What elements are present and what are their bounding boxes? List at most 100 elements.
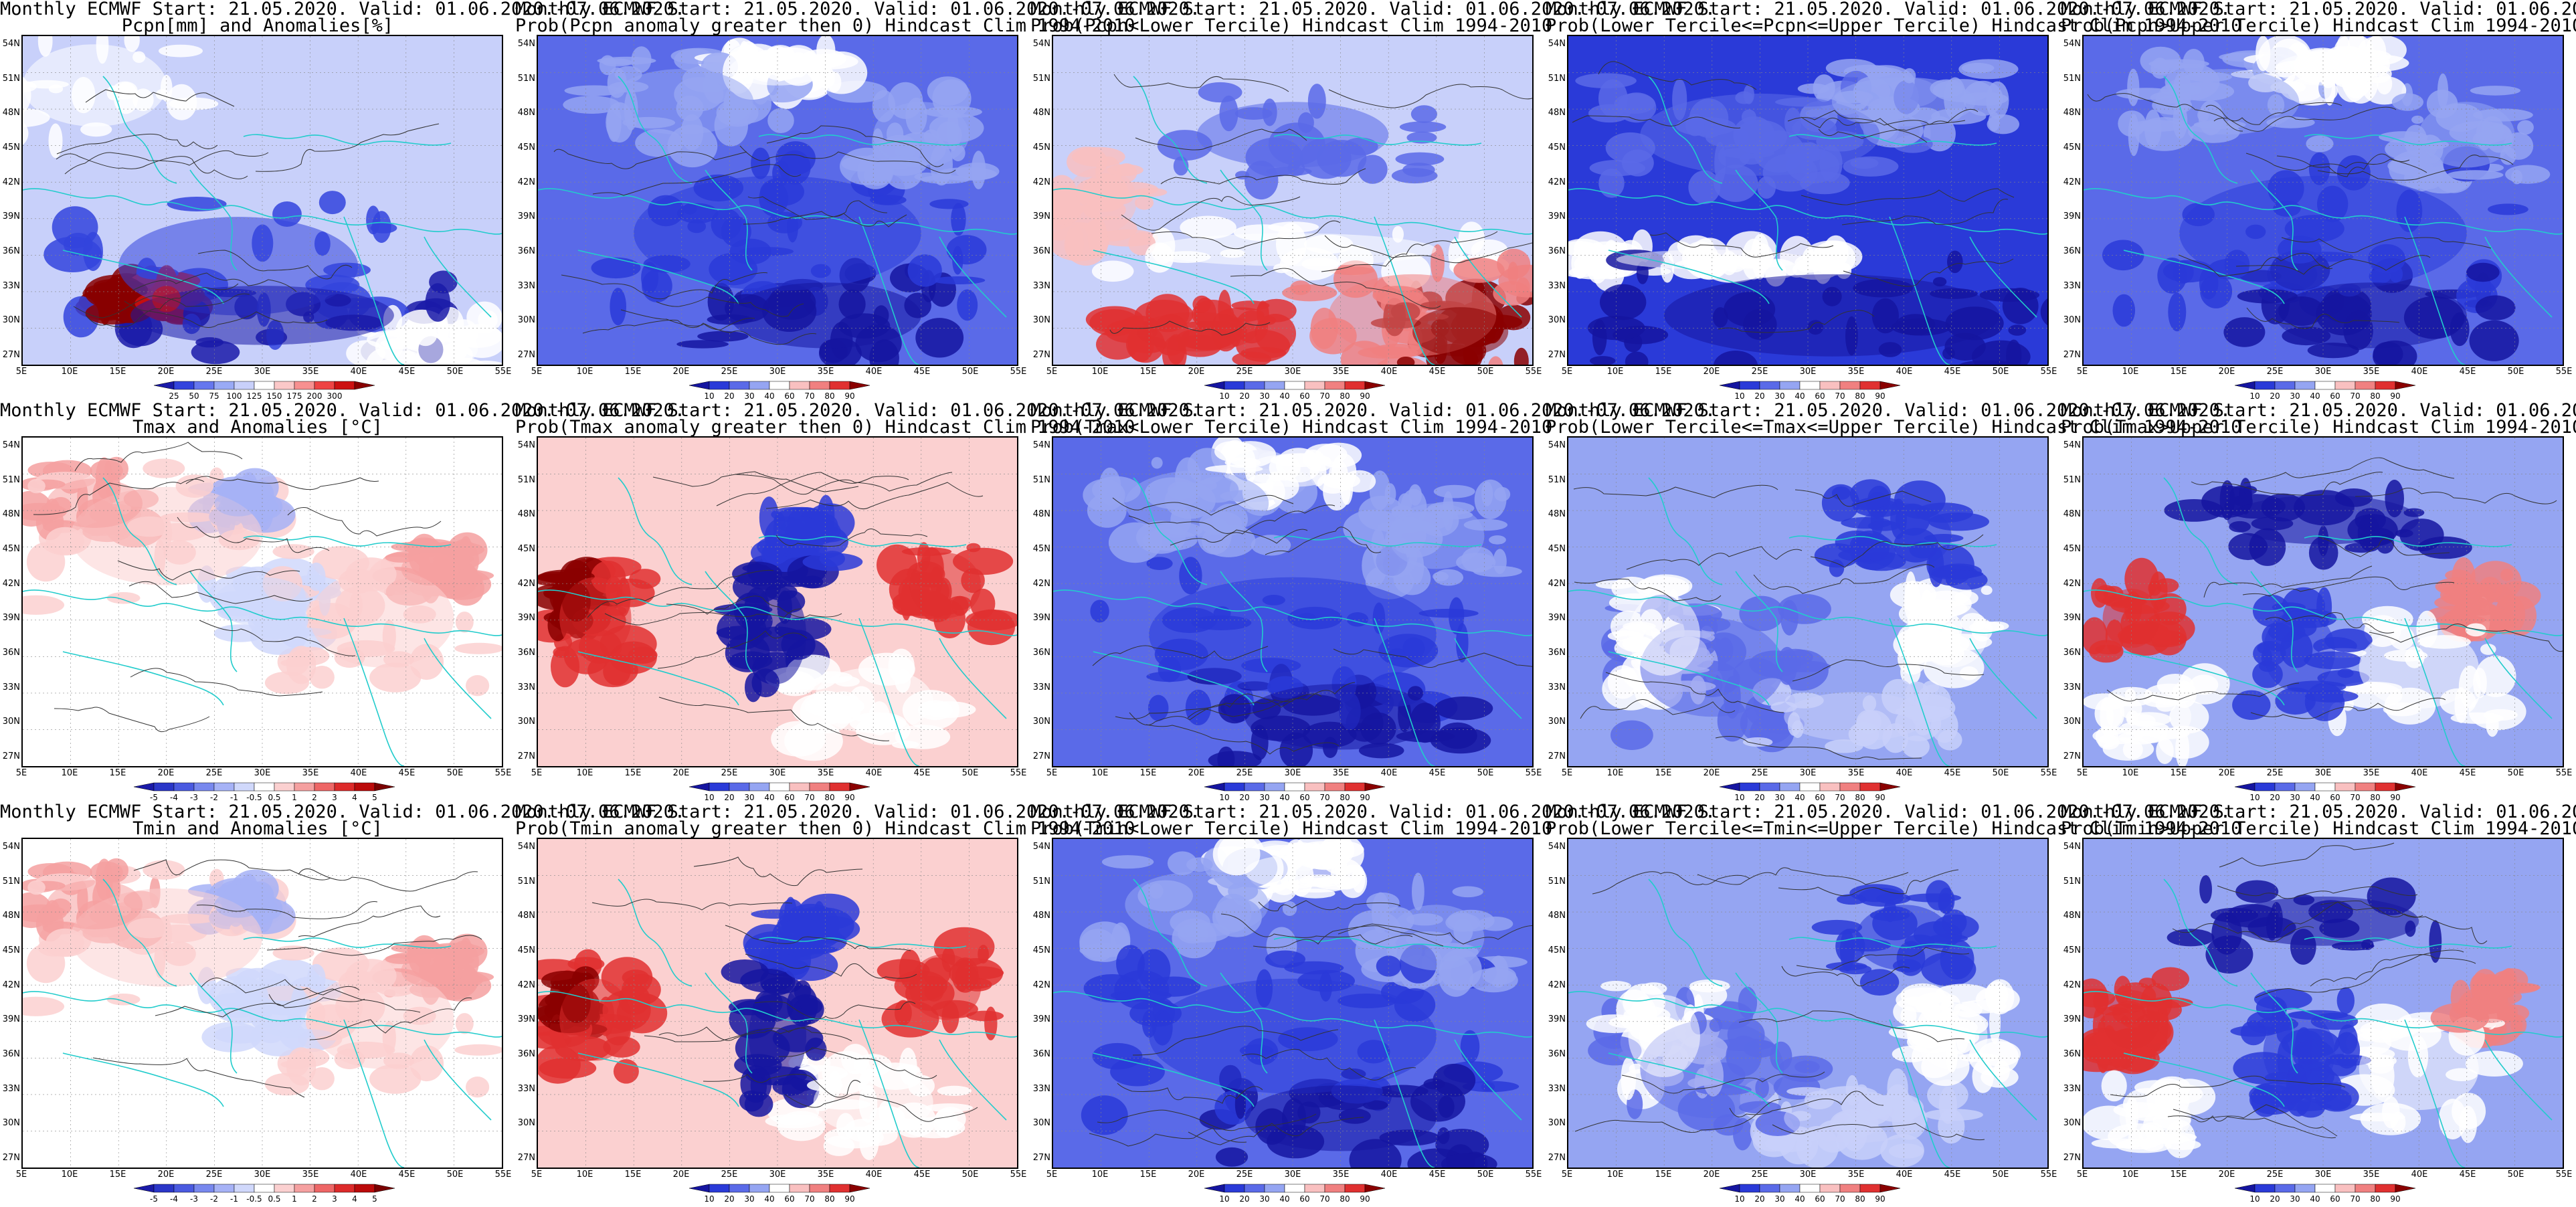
map-frame [1052,436,1534,767]
panel-title-line2: Tmax and Anomalies [°C] [132,417,383,438]
panel-title-line2: Prob(Lower Tercile<=Tmax<=Upper Tercile)… [1546,417,2242,438]
lon-tick-label: 35E [2363,1170,2380,1180]
lon-tick-label: 45E [1429,367,1446,377]
lat-tick-label: 33N [1032,1083,1050,1094]
lat-tick-label: 33N [517,682,535,692]
colorbar-swatch [709,1184,730,1193]
lon-tick-label: 20E [1188,367,1205,377]
colorbar-label: -4 [170,1194,178,1204]
colorbar-label: 10 [1219,1194,1229,1204]
lon-tick-label: 40E [350,367,367,377]
lat-tick-label: 45N [517,945,535,955]
lat-tick-label: 30N [2063,717,2081,727]
panel-title-line1: Monthly ECMWF Start: 21.05.2020. Valid: … [2061,0,2576,19]
colorbar-swatch [213,1184,235,1193]
colorbar-swatch [849,381,870,390]
colorbar-label: 30 [2290,1194,2300,1204]
lon-tick-label: 15E [624,768,642,778]
lon-tick-label: 20E [157,1170,175,1180]
colorbar-swatch [1879,381,1901,390]
colorbar-swatch [1304,782,1325,792]
lon-tick-label: 50E [1992,1170,2009,1180]
colorbar-swatch [688,782,710,792]
lon-tick-label: 55E [2555,768,2573,778]
colorbar-svg: -5 -4 -3 -2 -1 -0.5 0.5 1 2 3 4 5 [133,782,395,802]
lat-tick-label: 36N [2063,648,2081,658]
colorbar-swatch [2395,1184,2416,1193]
lon-tick-label: 25E [205,367,223,377]
colorbar-swatch [1879,782,1901,792]
lon-tick-label: 45E [1429,1170,1446,1180]
map-panel-prob-pcpn-middle: Monthly ECMWF Start: 21.05.2020. Valid: … [1546,0,2241,401]
lon-tick-label: 30E [2314,367,2332,377]
colorbar-swatch [173,782,195,792]
lon-tick-label: 40E [2411,1170,2428,1180]
lat-tick-label: 48N [1548,911,1566,921]
colorbar-label: 10 [704,793,714,802]
lat-tick-label: 48N [517,509,535,520]
lon-tick-label: 10E [1606,768,1624,778]
colorbar-swatch [133,1184,155,1193]
lat-tick-label: 36N [517,246,535,256]
colorbar-label: 30 [1774,391,1784,401]
lon-tick-label: 45E [913,768,931,778]
colorbar-label: 80 [2370,1194,2380,1204]
lon-tick-label: 55E [2040,1170,2057,1180]
colorbar-label: 10 [1219,793,1229,802]
lat-tick-label: 39N [1032,1014,1050,1025]
lat-tick-label: 51N [1548,73,1566,84]
lat-tick-label: 33N [1548,1083,1566,1094]
lat-tick-label: 39N [2063,211,2081,222]
colorbar-swatch [1719,782,1740,792]
colorbar-label: 80 [824,391,834,401]
lon-tick-label: 10E [1091,367,1109,377]
lon-tick-label: 55E [1010,1170,1027,1180]
lon-tick-label: 35E [1847,1170,1865,1180]
map-panel-prob-tmin-upper: Monthly ECMWF Start: 21.05.2020. Valid: … [2061,803,2576,1204]
lat-tick-label: 45N [1032,544,1050,554]
map-field [1053,36,1532,365]
lon-tick-label: 25E [2266,367,2284,377]
colorbar-swatch [1244,782,1265,792]
lat-tick-label: 39N [517,1014,535,1025]
colorbar-label: 90 [1875,1194,1885,1204]
lat-tick-label: 39N [517,613,535,624]
colorbar-svg: 10 20 30 40 60 70 80 90 [688,381,870,401]
colorbar-label: 90 [2390,391,2400,401]
panel-title-line2: Prob(Tmin<Lower Tercile) Hindcast Clim 1… [1030,818,1553,839]
lon-tick-label: 40E [1380,768,1398,778]
lat-tick-label: 45N [2,143,20,153]
colorbar-label: 70 [2350,391,2360,401]
colorbar-swatch [769,381,790,390]
lon-tick-label: 20E [2218,768,2235,778]
panel-title-line2: Prob(Tmax anomaly greater then 0) Hindca… [515,417,1135,438]
lat-tick-label: 42N [2,578,20,589]
colorbar-swatch [234,1184,255,1193]
map-field [23,839,502,1168]
colorbar-swatch [314,782,335,792]
lon-tick-label: 10E [1091,1170,1109,1180]
lon-tick-label: 55E [1010,768,1027,778]
colorbar-label: 150 [267,391,282,401]
lat-tick-label: 33N [1032,682,1050,692]
colorbar-swatch [2314,782,2336,792]
colorbar-swatch [688,1184,710,1193]
lat-tick-label: 48N [2,509,20,520]
lon-tick-label: 55E [2555,367,2573,377]
colorbar-label: 300 [327,391,343,401]
colorbar-label: 1 [292,1194,297,1204]
colorbar-svg: 10 20 30 40 60 70 80 90 [1719,381,1901,401]
lat-tick-label: 39N [1032,211,1050,222]
colorbar-label: 90 [2390,793,2400,802]
lat-tick-label: 36N [517,648,535,658]
colorbar-label: 70 [1319,1194,1329,1204]
colorbar-swatch [193,1184,215,1193]
colorbar-svg: 10 20 30 40 60 70 80 90 [2234,1184,2416,1204]
lon-tick-label: 15E [1139,1170,1157,1180]
lon-tick-label: 20E [1703,367,1720,377]
lat-tick-label: 42N [1548,578,1566,589]
lon-tick-label: 5E [15,768,27,778]
lat-tick-label: 33N [1548,682,1566,692]
lon-tick-label: 40E [1896,768,1913,778]
lat-tick-label: 42N [2063,578,2081,589]
